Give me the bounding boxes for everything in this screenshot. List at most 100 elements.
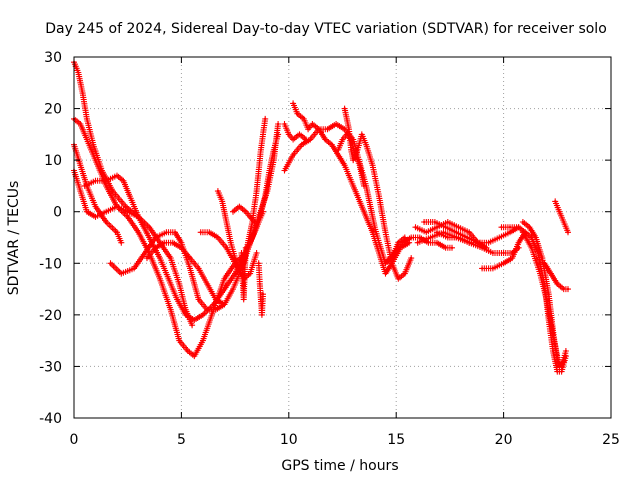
- data-point: [337, 153, 340, 157]
- data-point: [105, 184, 108, 188]
- data-point: [184, 313, 187, 317]
- series-markers: [552, 198, 571, 236]
- data-point: [538, 272, 542, 275]
- y-tick-label: 30: [44, 50, 62, 66]
- data-point: [173, 231, 177, 234]
- data-point: [221, 200, 224, 203]
- data-point: [334, 122, 338, 126]
- data-point: [414, 225, 417, 229]
- data-point: [175, 298, 179, 301]
- data-point: [94, 158, 97, 162]
- data-point: [302, 117, 306, 121]
- data-point: [549, 272, 553, 275]
- data-point: [188, 256, 192, 260]
- data-point: [83, 184, 86, 188]
- data-point: [241, 277, 244, 280]
- data-point: [435, 225, 439, 229]
- data-point: [433, 220, 437, 224]
- data-point: [566, 231, 570, 234]
- data-point: [558, 210, 561, 213]
- data-point: [343, 164, 346, 167]
- y-tick-label: -20: [39, 308, 62, 324]
- series-sat-17: [341, 105, 415, 282]
- data-point: [225, 220, 228, 224]
- data-point: [465, 236, 469, 239]
- data-point: [259, 298, 263, 301]
- data-point: [543, 262, 546, 265]
- series-markers: [281, 121, 408, 267]
- data-point: [528, 225, 531, 229]
- data-point: [457, 236, 460, 239]
- data-point: [371, 164, 374, 167]
- data-point: [79, 122, 82, 126]
- series-sat-26: [519, 229, 567, 370]
- data-point: [94, 205, 97, 208]
- data-point: [446, 220, 449, 224]
- data-point: [154, 236, 157, 239]
- data-point: [105, 179, 108, 182]
- data-point: [478, 241, 482, 244]
- data-point: [317, 128, 321, 131]
- data-point: [403, 272, 406, 275]
- data-point: [216, 189, 220, 193]
- data-point: [193, 354, 196, 358]
- y-tick-label: 10: [44, 153, 62, 169]
- data-point: [491, 267, 495, 270]
- data-point: [128, 195, 132, 198]
- data-point: [105, 220, 108, 224]
- data-point: [364, 215, 368, 219]
- data-point: [246, 241, 250, 244]
- data-point: [352, 184, 355, 188]
- data-point: [109, 262, 112, 265]
- data-point: [266, 189, 269, 193]
- data-point: [255, 189, 258, 193]
- data-point: [377, 241, 381, 244]
- x-tick-label: 25: [602, 432, 620, 448]
- x-tick-label: 5: [177, 432, 186, 448]
- data-point: [201, 339, 205, 342]
- data-point: [145, 256, 149, 260]
- data-point: [508, 231, 512, 234]
- data-point: [384, 231, 387, 234]
- data-point: [560, 370, 563, 373]
- data-point: [120, 241, 123, 244]
- data-point: [410, 236, 413, 239]
- data-point: [377, 195, 381, 198]
- data-point: [216, 236, 220, 239]
- data-point: [223, 277, 226, 280]
- data-point: [362, 184, 366, 188]
- data-point: [558, 365, 561, 368]
- data-point: [242, 298, 245, 301]
- series-sat-27: [541, 260, 571, 293]
- series-sat-10: [230, 203, 258, 225]
- data-point: [186, 349, 190, 353]
- data-point: [309, 138, 312, 141]
- data-point: [468, 241, 471, 244]
- data-point: [199, 231, 202, 234]
- data-point: [105, 210, 108, 213]
- data-point: [263, 117, 267, 121]
- data-point: [534, 236, 538, 239]
- data-point: [343, 107, 346, 110]
- data-point: [291, 138, 295, 141]
- data-point: [115, 205, 119, 208]
- data-point: [358, 200, 361, 203]
- data-point: [521, 220, 525, 224]
- data-point: [244, 246, 248, 250]
- series-layer: [71, 59, 571, 375]
- data-point: [487, 241, 490, 244]
- series-sat-13: [281, 121, 408, 267]
- data-point: [457, 225, 460, 229]
- data-point: [120, 272, 123, 275]
- data-point: [178, 339, 181, 342]
- data-point: [163, 241, 166, 244]
- data-point: [291, 102, 295, 105]
- data-point: [171, 241, 175, 244]
- data-point: [283, 169, 286, 172]
- data-point: [553, 200, 557, 203]
- data-point: [257, 262, 260, 265]
- data-point: [343, 128, 346, 131]
- data-point: [180, 246, 183, 250]
- data-point: [369, 205, 372, 208]
